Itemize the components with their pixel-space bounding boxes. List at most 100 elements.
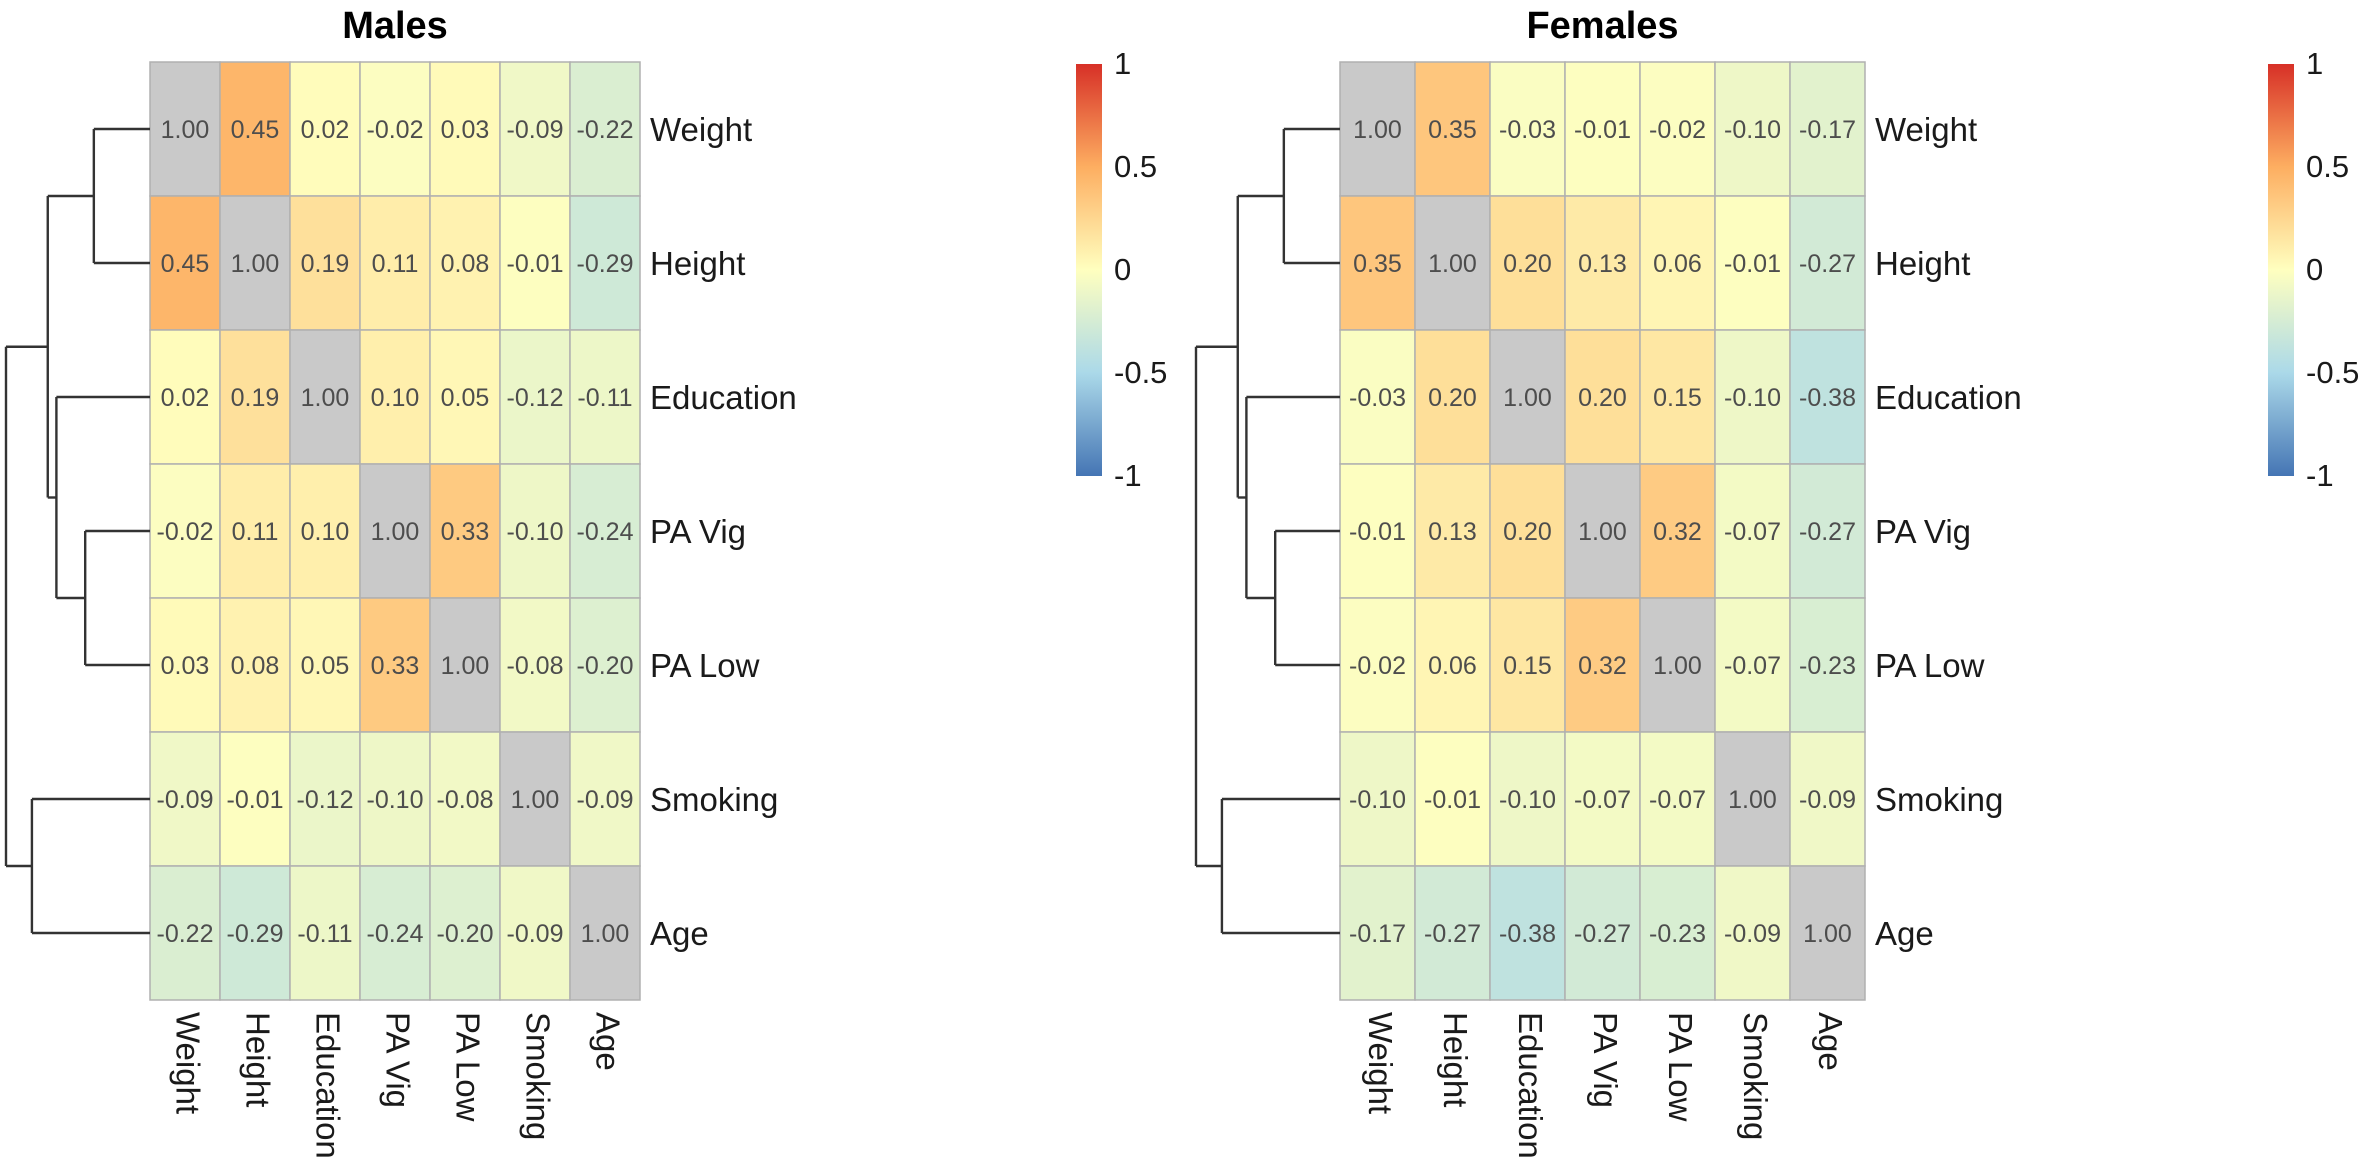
heatmap-cell xyxy=(219,61,291,197)
heatmap-cell xyxy=(429,865,501,1001)
color-legend-bar xyxy=(1076,64,1102,476)
heatmap-cell xyxy=(1789,463,1866,599)
cell-value-label: -0.20 xyxy=(577,652,634,680)
heatmap-cell xyxy=(1714,329,1791,465)
column-label: Weight xyxy=(1362,1012,1399,1114)
cell-value-label: -0.27 xyxy=(1424,920,1481,948)
heatmap-cell xyxy=(289,865,361,1001)
cell-value-label: -0.11 xyxy=(297,920,352,948)
chart-title: Females xyxy=(1526,5,1678,47)
row-label: Smoking xyxy=(650,781,778,818)
cell-value-label: 1.00 xyxy=(1578,518,1627,546)
cell-value-label: -0.09 xyxy=(577,786,634,814)
cell-value-label: 0.32 xyxy=(1653,518,1702,546)
cell-value-label: 1.00 xyxy=(581,920,630,948)
row-label: Smoking xyxy=(1875,781,2003,818)
cell-value-label: -0.07 xyxy=(1649,786,1706,814)
heatmap-cell xyxy=(359,731,431,867)
heatmap-cell xyxy=(289,329,361,465)
cell-value-label: 0.19 xyxy=(231,384,280,412)
chart-title: Males xyxy=(342,5,448,47)
color-legend-tick: -1 xyxy=(1114,458,1142,493)
cell-value-label: -0.03 xyxy=(1349,384,1406,412)
color-legend-tick: -0.5 xyxy=(2306,355,2359,390)
heatmap-panel-males: Males 1.00 0.45 0.02 -0.02 0.03 -0.09 -0.22 0.45… xyxy=(4,5,1167,1159)
cell-value-label: -0.17 xyxy=(1349,920,1406,948)
color-legend-tick: 0 xyxy=(2306,252,2323,287)
heatmap-cell xyxy=(1714,865,1791,1001)
heatmap-cell xyxy=(219,329,291,465)
cell-value-label: -0.24 xyxy=(367,920,424,948)
cell-value-label: 1.00 xyxy=(1503,384,1552,412)
heatmap-cell xyxy=(1564,597,1641,733)
cell-value-label: -0.38 xyxy=(1799,384,1856,412)
cell-value-label: 0.15 xyxy=(1503,652,1552,680)
heatmap-cell xyxy=(569,731,641,867)
cell-value-label: 1.00 xyxy=(1428,250,1477,278)
cell-value-label: -0.12 xyxy=(297,786,354,814)
heatmap-cell xyxy=(1789,329,1866,465)
cell-value-label: -0.03 xyxy=(1499,116,1556,144)
heatmap-cell xyxy=(499,463,571,599)
cell-value-label: 0.02 xyxy=(161,384,210,412)
cell-value-label: 0.03 xyxy=(441,116,490,144)
heatmap-cell xyxy=(149,865,221,1001)
heatmap-cell xyxy=(1789,195,1866,331)
cell-value-label: -0.10 xyxy=(1724,116,1781,144)
cell-value-label: -0.23 xyxy=(1649,920,1706,948)
cell-value-label: -0.10 xyxy=(507,518,564,546)
heatmap-cell xyxy=(149,463,221,599)
heatmap-cell xyxy=(1339,61,1416,197)
row-label: Weight xyxy=(650,111,752,148)
heatmap-cell xyxy=(219,463,291,599)
heatmap-cell xyxy=(1639,865,1716,1001)
cell-value-label: -0.02 xyxy=(157,518,214,546)
heatmap-cell xyxy=(1489,865,1566,1001)
cell-value-label: -0.01 xyxy=(1724,250,1781,278)
cell-value-label: -0.29 xyxy=(577,250,634,278)
cell-value-label: 0.35 xyxy=(1353,250,1402,278)
column-label: PA Low xyxy=(449,1012,486,1122)
heatmap-cell xyxy=(289,597,361,733)
heatmap-cell xyxy=(1489,61,1566,197)
heatmap-cell xyxy=(1564,195,1641,331)
heatmap-cell xyxy=(499,61,571,197)
cell-value-label: -0.09 xyxy=(507,116,564,144)
cell-value-label: -0.02 xyxy=(367,116,424,144)
cell-value-label: 0.20 xyxy=(1503,250,1552,278)
cell-value-label: 1.00 xyxy=(371,518,420,546)
cell-value-label: 1.00 xyxy=(301,384,350,412)
heatmap-cell xyxy=(289,195,361,331)
cell-value-label: 0.32 xyxy=(1578,652,1627,680)
cell-value-label: -0.12 xyxy=(507,384,564,412)
cell-value-label: -0.02 xyxy=(1349,652,1406,680)
cell-value-label: 1.00 xyxy=(1728,786,1777,814)
heatmap-cell xyxy=(1414,61,1491,197)
cell-value-label: -0.27 xyxy=(1799,518,1856,546)
color-legend-tick: 1 xyxy=(2306,46,2323,81)
row-label: Age xyxy=(650,915,709,952)
row-label: Education xyxy=(1875,379,2022,416)
cell-value-label: -0.02 xyxy=(1649,116,1706,144)
color-legend-tick: -0.5 xyxy=(1114,355,1167,390)
cell-value-label: 0.13 xyxy=(1428,518,1477,546)
cell-value-label: 0.08 xyxy=(441,250,490,278)
color-legend-tick: 0.5 xyxy=(2306,149,2349,184)
heatmap-cell xyxy=(1489,329,1566,465)
cell-value-label: 0.20 xyxy=(1503,518,1552,546)
cell-value-label: 0.06 xyxy=(1428,652,1477,680)
heatmap-cell xyxy=(149,597,221,733)
cell-value-label: 0.20 xyxy=(1428,384,1477,412)
heatmap-cell xyxy=(149,731,221,867)
cell-value-label: -0.08 xyxy=(437,786,494,814)
cell-value-label: -0.11 xyxy=(577,384,632,412)
cell-value-label: 0.45 xyxy=(161,250,210,278)
cell-value-label: 0.02 xyxy=(301,116,350,144)
cell-value-label: 0.06 xyxy=(1653,250,1702,278)
heatmap-cell xyxy=(1714,195,1791,331)
cell-value-label: -0.08 xyxy=(507,652,564,680)
cell-value-label: 0.20 xyxy=(1578,384,1627,412)
cell-value-label: -0.01 xyxy=(507,250,564,278)
heatmap-cell xyxy=(1489,731,1566,867)
column-label: PA Vig xyxy=(379,1012,416,1108)
